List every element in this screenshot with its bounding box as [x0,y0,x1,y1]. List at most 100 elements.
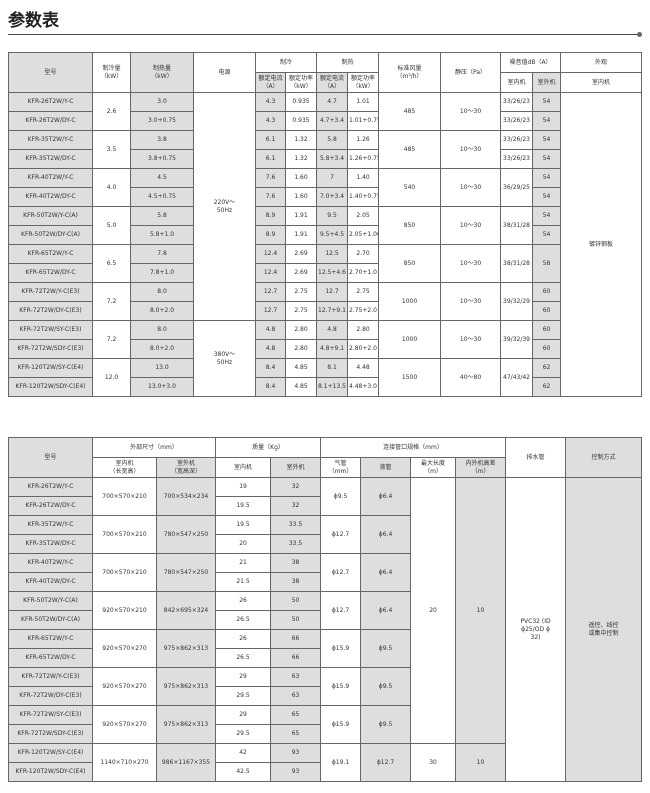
noise-outdoor-cell: 54 [532,149,562,169]
weight-outdoor-cell: 63 [270,686,322,706]
cooling-current-cell: 7.6 [255,187,286,207]
header-power: 电源 [193,52,256,93]
heating-current-cell: 12.7 [316,282,349,302]
cooling-capacity-cell: 7.2 [92,282,131,321]
spec-table-performance: 型号 制冷量 （kW） 制热量 （kW） 电源 制冷 制热 标准风量 （m³/h… [8,52,643,397]
cooling-current-cell: 7.6 [255,168,286,188]
table-row: KFR-40T2W/DY-C 21.5 38 [8,572,642,592]
noise-outdoor-cell: 54 [532,111,562,131]
static-pressure-cell: 10～30 [440,206,502,245]
header-cooling-power: 额定功率 （kW） [284,72,318,93]
model-cell: KFR-65T2W/Y-C [8,244,93,264]
cooling-capacity-cell: 6.5 [92,244,131,283]
heating-capacity-cell: 5.8 [130,206,194,226]
table-row: KFR-35T2W/Y-C 3.5 3.8 6.1 1.32 5.8 1.26 485 10～3… [8,130,642,169]
heating-power-cell: 4.48 [347,358,380,378]
heating-power-cell: 1.40+0.75 [347,187,380,207]
noise-indoor-cell: 47/43/42 [500,358,534,397]
control-method-cell: 遥控、线控 或集中控制 [565,477,643,782]
model-cell: KFR-72T2W/SDY-C(E3) [8,339,93,359]
dim-outdoor-cell: 780×547×250 [155,515,217,554]
noise-outdoor-cell: 54 [532,187,562,207]
height-diff-cell: 10 [455,477,507,744]
heating-capacity-cell: 8.0+2.0 [130,301,194,321]
noise-outdoor-cell: 54 [532,130,562,150]
weight-indoor-cell: 29 [215,667,272,687]
dim-outdoor-cell: 780×547×250 [155,553,217,592]
heating-current-cell: 9.5+4.5 [316,225,349,245]
cooling-power-cell: 2.75 [284,301,318,321]
heating-current-cell: 7 [316,168,349,188]
header-weight-indoor: 室内机 [215,457,272,478]
heating-current-cell: 8.1 [316,358,349,378]
table-row: KFR-72T2W/SDY-C(E3) 8.0+2.0 4.8 2.80 4.8+9.1… [8,339,642,359]
weight-indoor-cell: 26 [215,591,272,611]
table-row: KFR-65T2W/DY-C 26.5 66 [8,648,642,668]
table-row: KFR-35T2W/DY-C 20 33.5 [8,534,642,554]
header-noise-indoor: 室内机 [500,72,534,93]
noise-indoor-cell: 33/26/23 [500,92,534,112]
height-diff-cell: 10 [455,743,507,782]
cooling-power-cell: 2.80 [284,320,318,340]
heating-current-cell: 5.8+3.4 [316,149,349,169]
model-cell: KFR-40T2W/Y-C [8,168,93,188]
airflow-cell: 485 [378,92,442,131]
heating-capacity-cell: 5.8+1.0 [130,225,194,245]
weight-indoor-cell: 20 [215,534,272,554]
cooling-power-cell: 2.80 [284,339,318,359]
gas-pipe-cell: ϕ12.7 [320,591,362,630]
noise-outdoor-cell: 54 [532,225,562,245]
weight-indoor-cell: 21 [215,553,272,573]
header-weight-outdoor: 室外机 [270,457,322,478]
noise-indoor-cell: 33/26/23 [500,149,534,169]
cooling-power-cell: 2.75 [284,282,318,302]
header-static-pressure: 静压（Pa） [440,52,502,93]
table-row: KFR-72T2W/Y-C(E3) 920×570×270 975×862×313 2… [8,667,642,706]
heating-current-cell: 9.5 [316,206,349,226]
cooling-current-cell: 8.9 [255,206,286,226]
header-pipe-spec: 连接管口规格（mm） [320,437,507,458]
weight-outdoor-cell: 63 [270,667,322,687]
weight-outdoor-cell: 50 [270,591,322,611]
power-cell: 380V～ 50Hz [193,320,256,397]
header-appearance-indoor: 室内机 [560,72,643,93]
noise-outdoor-cell: 62 [532,358,562,378]
heating-power-cell: 2.05 [347,206,380,226]
noise-indoor-cell: 39/32/29 [500,282,534,321]
table-row: KFR-120T2W/SDY-C(E4) 42.5 93 [8,762,642,782]
heating-power-cell: 2.80 [347,320,380,340]
heating-power-cell: 1.40 [347,168,380,188]
cooling-current-cell: 6.1 [255,149,286,169]
table-row: KFR-40T2W/DY-C 4.5+0.75 7.6 1.60 7.0+3.4 1.40… [8,187,642,207]
model-cell: KFR-72T2W/SDY-C(E3) [8,724,93,744]
header-model: 型号 [8,52,93,93]
page-title: 参数表 [8,11,59,31]
appearance-cell: 镀锌钢板 [560,92,643,397]
noise-indoor-cell: 33/26/23 [500,111,534,131]
liquid-pipe-cell: ϕ9.5 [360,629,412,668]
heating-current-cell: 12.7+9.1 [316,301,349,321]
heating-capacity-cell: 8.0 [130,282,194,302]
weight-outdoor-cell: 66 [270,648,322,668]
weight-indoor-cell: 29.5 [215,724,272,744]
table-row: KFR-35T2W/DY-C 3.8+0.75 6.1 1.32 5.8+3.4 1.26… [8,149,642,169]
model-cell: KFR-72T2W/Y-C(E3) [8,667,93,687]
header-height-diff: 内外机高差 （m） [455,457,507,478]
model-cell: KFR-120T2W/SDY-C(E4) [8,377,93,397]
model-cell: KFR-50T2W/DY-C(A) [8,225,93,245]
liquid-pipe-cell: ϕ9.5 [360,705,412,744]
heating-power-cell: 1.01+0.75 [347,111,380,131]
airflow-cell: 540 [378,168,442,207]
heating-capacity-cell: 3.0+0.75 [130,111,194,131]
gas-pipe-cell: ϕ15.9 [320,705,362,744]
cooling-capacity-cell: 3.5 [92,130,131,169]
gas-pipe-cell: ϕ12.7 [320,553,362,592]
cooling-power-cell: 0.935 [284,92,318,112]
cooling-power-cell: 1.32 [284,130,318,150]
gas-pipe-cell: ϕ15.9 [320,667,362,706]
cooling-current-cell: 4.8 [255,320,286,340]
weight-indoor-cell: 21.5 [215,572,272,592]
heating-power-cell: 2.75 [347,282,380,302]
max-length-cell: 30 [410,743,457,782]
cooling-current-cell: 8.4 [255,358,286,378]
